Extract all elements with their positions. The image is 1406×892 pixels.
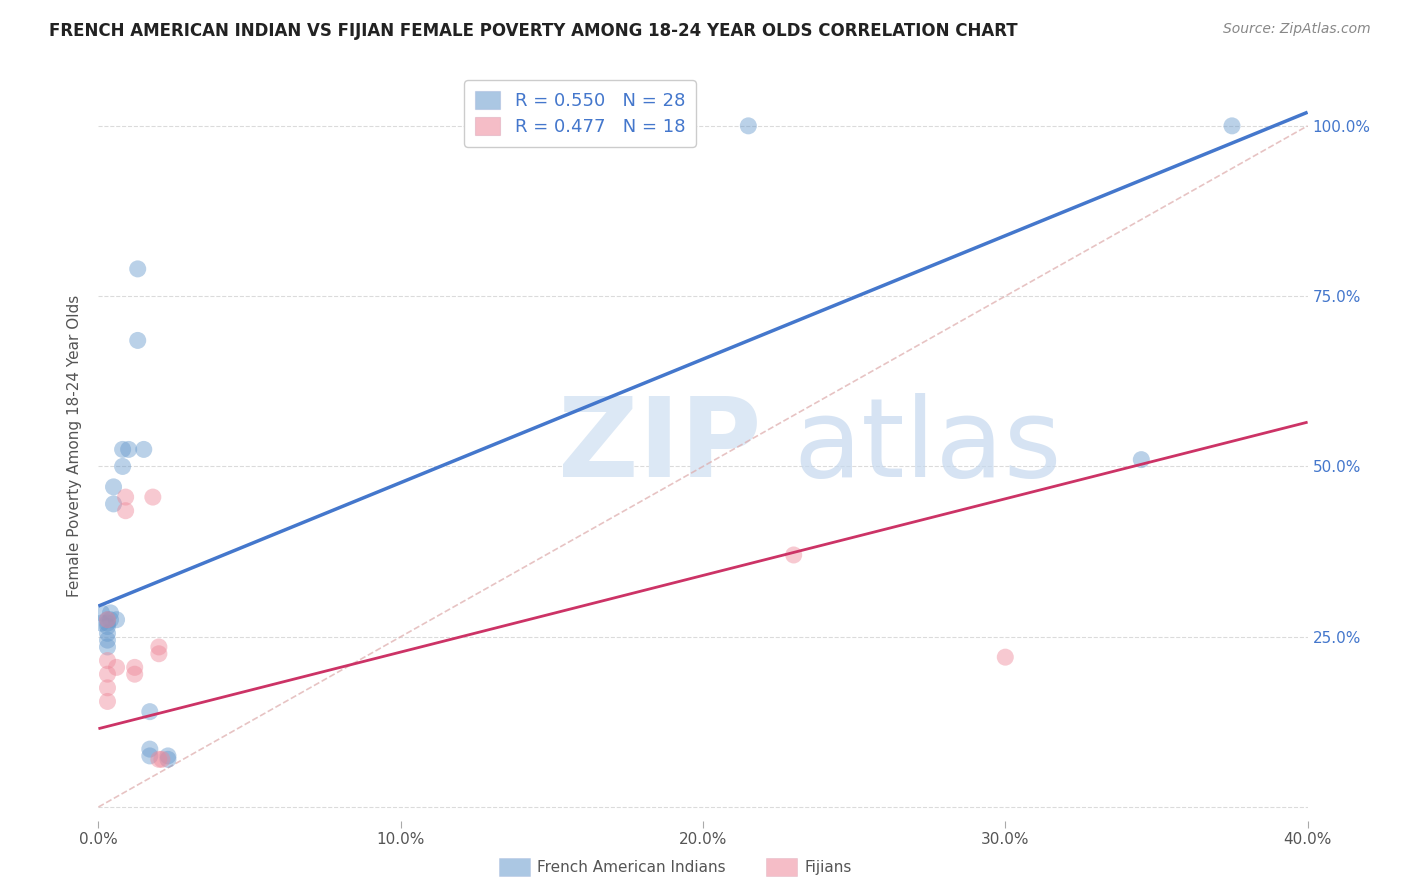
Point <box>124 667 146 681</box>
Point <box>1220 119 1243 133</box>
Point <box>148 647 170 661</box>
Point <box>114 504 136 518</box>
Point <box>118 442 141 457</box>
Point <box>96 681 118 695</box>
Y-axis label: Female Poverty Among 18-24 Year Olds: Female Poverty Among 18-24 Year Olds <box>67 295 83 597</box>
Point <box>96 667 118 681</box>
Text: Source: ZipAtlas.com: Source: ZipAtlas.com <box>1223 22 1371 37</box>
Point <box>142 490 165 504</box>
Point <box>96 619 118 633</box>
Point <box>124 660 146 674</box>
Point <box>111 459 134 474</box>
Point <box>103 497 125 511</box>
Point <box>105 660 128 674</box>
Point <box>90 606 112 620</box>
Point <box>100 606 122 620</box>
Point <box>737 119 759 133</box>
Text: atlas: atlas <box>793 392 1062 500</box>
Point <box>96 613 118 627</box>
Point <box>96 633 118 648</box>
Point <box>139 742 162 756</box>
Text: French American Indians: French American Indians <box>537 861 725 875</box>
Point <box>96 626 118 640</box>
Text: ZIP: ZIP <box>558 392 761 500</box>
Point <box>132 442 155 457</box>
Point <box>96 694 118 708</box>
Point <box>114 490 136 504</box>
Point <box>150 752 173 766</box>
Point <box>1130 452 1153 467</box>
Point <box>139 705 162 719</box>
Point <box>100 613 122 627</box>
Text: FRENCH AMERICAN INDIAN VS FIJIAN FEMALE POVERTY AMONG 18-24 YEAR OLDS CORRELATIO: FRENCH AMERICAN INDIAN VS FIJIAN FEMALE … <box>49 22 1018 40</box>
Text: Fijians: Fijians <box>804 861 852 875</box>
Point <box>96 654 118 668</box>
Point <box>783 548 806 562</box>
Legend: R = 0.550   N = 28, R = 0.477   N = 18: R = 0.550 N = 28, R = 0.477 N = 18 <box>464 80 696 147</box>
Point <box>90 616 112 631</box>
Point <box>156 752 179 766</box>
Point <box>555 119 578 133</box>
Point <box>96 616 118 631</box>
Point <box>96 613 118 627</box>
Point <box>96 640 118 654</box>
Point <box>994 650 1017 665</box>
Point <box>111 442 134 457</box>
Point <box>148 752 170 766</box>
Point <box>139 748 162 763</box>
Point <box>127 261 149 276</box>
Point <box>148 640 170 654</box>
Point <box>105 613 128 627</box>
Point <box>555 119 578 133</box>
Point <box>156 748 179 763</box>
Point <box>127 334 149 348</box>
Point <box>103 480 125 494</box>
